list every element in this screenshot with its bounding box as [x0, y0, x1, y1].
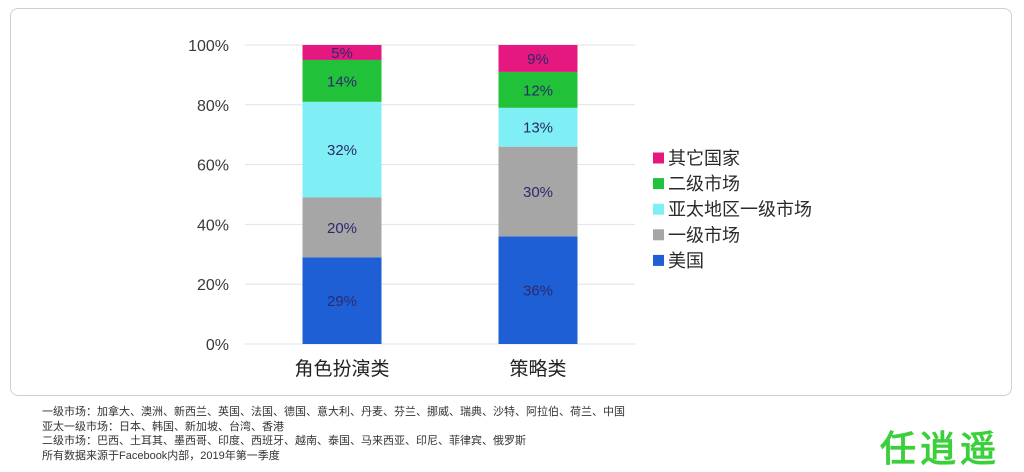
data-label: 30% [523, 184, 553, 201]
data-label: 36% [523, 283, 553, 300]
data-label: 9% [527, 51, 549, 68]
legend-swatch [653, 203, 664, 215]
data-label: 14% [327, 73, 357, 90]
data-label: 5% [331, 45, 353, 62]
data-label: 32% [327, 142, 357, 159]
bar-segment [498, 107, 578, 147]
y-tick-label: 40% [197, 217, 229, 234]
data-label: 20% [327, 220, 357, 237]
bar-segment [302, 197, 382, 258]
legend-swatch [653, 254, 664, 266]
bar-segment [302, 257, 382, 344]
footnotes: 一级市场：加拿大、澳洲、新西兰、英国、法国、德国、意大利、丹麦、芬兰、挪威、瑞典… [42, 405, 862, 463]
bar-segment [498, 236, 578, 344]
legend-swatch [653, 152, 664, 164]
legend-label: 一级市场 [668, 225, 740, 245]
y-tick-label: 0% [206, 337, 229, 354]
legend-label: 二级市场 [668, 174, 740, 194]
category-label: 策略类 [509, 358, 566, 380]
bar-segment [498, 71, 578, 108]
bar-segment [498, 146, 578, 237]
category-label: 角色扮演类 [294, 358, 389, 380]
legend-swatch [653, 229, 664, 241]
footnote-tier2-markets: 二级市场：巴西、土耳其、墨西哥、印度、西班牙、越南、泰国、马来西亚、印尼、菲律宾… [42, 435, 526, 447]
bar-segment [302, 45, 382, 60]
chart-frame [10, 8, 1012, 396]
watermark-logo: 任逍遥 [880, 428, 1001, 470]
legend-label: 其它国家 [668, 149, 740, 169]
data-label: 12% [523, 82, 553, 99]
footnote-tier1-markets: 一级市场：加拿大、澳洲、新西兰、英国、法国、德国、意大利、丹麦、芬兰、挪威、瑞典… [42, 406, 625, 418]
bar-segment [302, 59, 382, 102]
legend-swatch [653, 178, 664, 190]
y-tick-label: 20% [197, 277, 229, 294]
data-label: 13% [523, 120, 553, 137]
legend-label: 美国 [668, 251, 704, 271]
bar-segment [498, 45, 578, 72]
footnote-apac-tier1-markets: 亚太一级市场：日本、韩国、新加坡、台湾、香港 [42, 420, 284, 433]
y-tick-label: 100% [188, 38, 229, 55]
data-label: 29% [327, 293, 357, 310]
y-tick-label: 80% [197, 98, 229, 115]
legend-label: 亚太地区一级市场 [668, 200, 812, 220]
bar-segment [302, 101, 382, 198]
footnote-data-source: 所有数据来源于Facebook内部，2019年第一季度 [42, 449, 280, 462]
y-tick-label: 60% [197, 158, 229, 175]
